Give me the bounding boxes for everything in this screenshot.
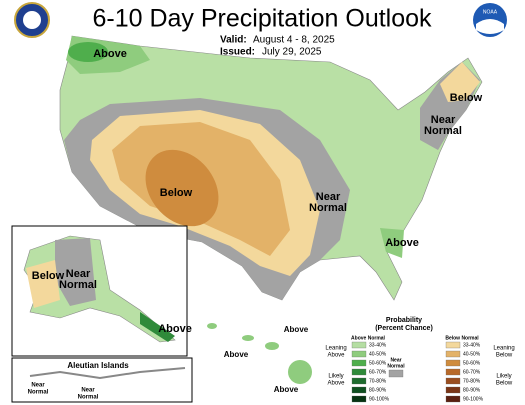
- legend-label: 40-50%: [463, 351, 481, 357]
- legend-swatch: [445, 350, 461, 358]
- hawaii-island: [288, 360, 312, 384]
- legend-group: Below: [496, 353, 513, 359]
- region-label: Near: [66, 268, 91, 280]
- noaa-logo-text: NOAA: [483, 9, 498, 15]
- legend-group: Likely: [496, 374, 511, 380]
- issued-label: Issued:: [220, 47, 255, 58]
- noaa-logo-wave: [476, 19, 504, 34]
- legend-near: Near: [390, 357, 401, 363]
- legend-label: 50-60%: [369, 360, 387, 366]
- legend-swatch: [388, 369, 404, 378]
- alaska-near: [55, 238, 96, 306]
- alaska-below: [26, 260, 60, 308]
- legend-swatch: [445, 386, 461, 394]
- legend-label: 80-90%: [463, 387, 481, 393]
- region-label: Below: [160, 187, 193, 199]
- legend-label: 50-60%: [463, 360, 481, 366]
- aleutian-chain: [29, 367, 186, 380]
- legend-group: Leaning: [325, 346, 346, 352]
- title: 6-10 Day Precipitation Outlook: [92, 5, 432, 33]
- region-label: Normal: [309, 202, 347, 214]
- region-label: Near: [431, 114, 456, 126]
- region-label: Above: [158, 323, 192, 335]
- legend-swatch: [445, 395, 461, 403]
- alaska-above: [140, 312, 175, 342]
- legend-label: 80-90%: [369, 387, 387, 393]
- aleutian-title: Aleutian Islands: [67, 361, 129, 370]
- region-label: Normal: [424, 125, 462, 137]
- hawaii-inset: [194, 312, 336, 402]
- legend-header: Below Normal: [445, 335, 479, 341]
- issued: July 29, 2025: [262, 47, 322, 58]
- legend-label: 33-40%: [369, 342, 387, 348]
- legend-label: 70-80%: [369, 378, 387, 384]
- legend-near: Normal: [387, 363, 405, 369]
- region-label: Above: [385, 237, 419, 249]
- region-label: Above: [224, 350, 249, 359]
- region-label: Above: [93, 48, 127, 60]
- region-label: Above: [274, 385, 299, 394]
- region-label: Normal: [59, 279, 97, 291]
- legend-label: 40-50%: [369, 351, 387, 357]
- hawaii-island: [242, 335, 254, 341]
- legend-title: (Percent Chance): [375, 325, 433, 332]
- legend-group: Likely: [328, 374, 343, 380]
- legend-swatch: [351, 386, 367, 394]
- legend-label: 33-40%: [463, 342, 481, 348]
- legend-header: Above Normal: [351, 335, 386, 341]
- legend-swatch: [445, 377, 461, 385]
- valid: August 4 - 8, 2025: [253, 35, 335, 46]
- commerce-logo-inner: [23, 11, 41, 29]
- region-label: Near: [31, 383, 45, 389]
- legend-swatch: [351, 341, 367, 349]
- legend-group: Above: [327, 353, 345, 359]
- legend: Probability (Percent Chance) Above Norma…: [325, 317, 514, 387]
- region-label: Normal: [28, 390, 49, 396]
- legend-title: Probability: [386, 317, 422, 324]
- legend-label: 90-100%: [369, 396, 390, 402]
- region-label: Near: [316, 191, 341, 203]
- legend-swatch: [445, 368, 461, 376]
- legend-group: Above: [327, 381, 345, 387]
- legend-label: 70-80%: [463, 378, 481, 384]
- region-label: Above: [284, 325, 309, 334]
- aleutian-inset: [11, 357, 193, 403]
- legend-swatch: [445, 359, 461, 367]
- region-label: Normal: [78, 395, 99, 401]
- legend-swatch: [351, 395, 367, 403]
- region-label: Near: [81, 388, 95, 394]
- legend-group: Below: [496, 381, 513, 387]
- legend-swatch: [351, 359, 367, 367]
- legend-group: Leaning: [493, 346, 514, 352]
- valid-label: Valid:: [220, 35, 247, 46]
- legend-label: 60-70%: [369, 369, 387, 375]
- legend-swatch: [351, 350, 367, 358]
- region-label: Below: [32, 270, 65, 282]
- legend-label: 90-100%: [463, 396, 484, 402]
- legend-swatch: [445, 341, 461, 349]
- legend-label: 60-70%: [463, 369, 481, 375]
- legend-swatch: [351, 368, 367, 376]
- hawaii-island: [265, 342, 279, 350]
- hawaii-island: [207, 323, 217, 329]
- region-label: Below: [450, 92, 483, 104]
- legend-swatch: [351, 377, 367, 385]
